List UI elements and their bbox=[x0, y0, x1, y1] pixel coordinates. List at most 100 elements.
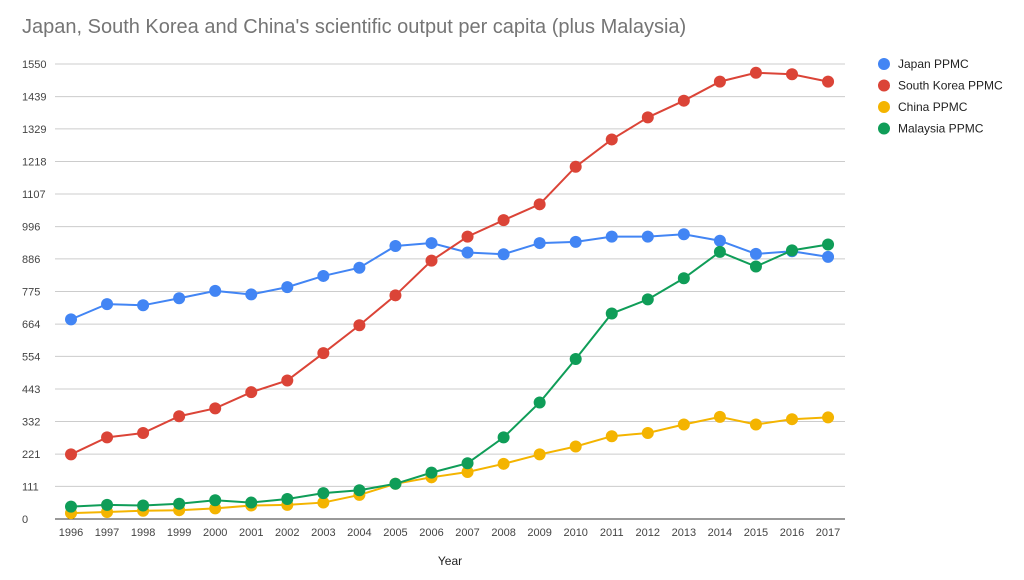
data-point[interactable] bbox=[786, 244, 798, 257]
data-point[interactable] bbox=[389, 289, 402, 302]
data-point[interactable] bbox=[533, 237, 546, 250]
data-point[interactable] bbox=[786, 413, 798, 426]
data-point[interactable] bbox=[137, 426, 150, 439]
data-point[interactable] bbox=[641, 426, 654, 439]
data-point[interactable] bbox=[605, 133, 618, 146]
data-point[interactable] bbox=[713, 245, 726, 258]
x-tick-label: 2002 bbox=[275, 527, 299, 539]
data-point[interactable] bbox=[569, 235, 582, 248]
data-point[interactable] bbox=[822, 411, 835, 424]
data-point[interactable] bbox=[461, 466, 474, 479]
data-point[interactable] bbox=[533, 448, 546, 461]
data-point[interactable] bbox=[822, 75, 835, 88]
data-point[interactable] bbox=[605, 430, 618, 443]
data-point[interactable] bbox=[677, 228, 690, 241]
data-point[interactable] bbox=[786, 68, 798, 81]
data-point[interactable] bbox=[137, 499, 150, 512]
data-point[interactable] bbox=[389, 240, 402, 252]
legend-item[interactable]: China PPMC bbox=[878, 100, 968, 114]
data-point[interactable] bbox=[209, 502, 222, 515]
data-point[interactable] bbox=[569, 160, 582, 173]
data-point[interactable] bbox=[281, 493, 294, 506]
data-point[interactable] bbox=[713, 410, 726, 423]
x-tick-label: 2010 bbox=[563, 527, 587, 539]
data-point[interactable] bbox=[65, 500, 77, 513]
x-tick-label: 2009 bbox=[527, 527, 551, 539]
y-tick-label: 996 bbox=[22, 222, 40, 234]
data-point[interactable] bbox=[281, 281, 294, 294]
data-point[interactable] bbox=[353, 319, 366, 332]
data-point[interactable] bbox=[749, 247, 762, 260]
series-line bbox=[70, 415, 829, 515]
data-point[interactable] bbox=[677, 418, 690, 431]
data-point[interactable] bbox=[497, 248, 510, 261]
data-point[interactable] bbox=[173, 410, 186, 423]
data-point[interactable] bbox=[173, 292, 186, 305]
data-point[interactable] bbox=[353, 484, 366, 497]
data-point[interactable] bbox=[677, 94, 690, 107]
legend-item[interactable]: Japan PPMC bbox=[878, 57, 969, 71]
data-point[interactable] bbox=[677, 272, 690, 285]
data-point[interactable] bbox=[101, 498, 114, 511]
data-point[interactable] bbox=[209, 494, 222, 507]
data-point[interactable] bbox=[389, 477, 402, 490]
data-point[interactable] bbox=[245, 386, 258, 399]
data-point[interactable] bbox=[137, 299, 150, 312]
data-point[interactable] bbox=[245, 496, 258, 509]
data-point[interactable] bbox=[713, 75, 726, 88]
data-point[interactable] bbox=[533, 198, 546, 211]
legend[interactable]: Japan PPMC South Korea PPMC China PPMC Mala… bbox=[878, 57, 1003, 136]
data-point[interactable] bbox=[101, 431, 114, 444]
data-point[interactable] bbox=[317, 496, 330, 509]
data-point[interactable] bbox=[605, 307, 618, 320]
data-point[interactable] bbox=[65, 448, 77, 461]
data-point[interactable] bbox=[317, 269, 330, 282]
data-point[interactable] bbox=[317, 487, 330, 500]
data-point[interactable] bbox=[569, 353, 582, 366]
data-point[interactable] bbox=[497, 214, 510, 227]
data-point[interactable] bbox=[497, 431, 510, 444]
data-point[interactable] bbox=[101, 298, 114, 311]
data-point[interactable] bbox=[65, 313, 77, 326]
data-point[interactable] bbox=[497, 457, 510, 470]
data-point[interactable] bbox=[461, 230, 474, 243]
data-point[interactable] bbox=[605, 230, 618, 243]
data-point[interactable] bbox=[245, 288, 258, 301]
x-tick-label: 2006 bbox=[419, 527, 443, 539]
data-point[interactable] bbox=[713, 234, 726, 247]
legend-item[interactable]: South Korea PPMC bbox=[878, 79, 1003, 93]
data-point[interactable] bbox=[209, 402, 222, 415]
data-point[interactable] bbox=[822, 250, 835, 263]
data-point[interactable] bbox=[173, 497, 186, 510]
data-point[interactable] bbox=[461, 457, 474, 470]
data-point[interactable] bbox=[569, 440, 582, 453]
y-tick-label: 221 bbox=[22, 449, 40, 461]
y-tick-label: 443 bbox=[22, 384, 40, 396]
data-point[interactable] bbox=[425, 254, 438, 267]
data-point[interactable] bbox=[749, 260, 762, 273]
data-point[interactable] bbox=[281, 374, 294, 387]
data-point[interactable] bbox=[317, 347, 330, 360]
gridlines bbox=[55, 63, 845, 520]
x-tick-label: 1998 bbox=[131, 527, 155, 539]
y-tick-label: 664 bbox=[22, 319, 40, 331]
data-point[interactable] bbox=[641, 230, 654, 243]
legend-item[interactable]: Malaysia PPMC bbox=[878, 122, 984, 136]
y-tick-label: 1218 bbox=[22, 156, 46, 168]
data-point[interactable] bbox=[641, 293, 654, 306]
legend-swatch bbox=[878, 58, 890, 70]
data-point[interactable] bbox=[533, 396, 546, 409]
data-point[interactable] bbox=[641, 111, 654, 124]
data-point[interactable] bbox=[209, 284, 222, 297]
data-point[interactable] bbox=[461, 246, 474, 259]
data-point[interactable] bbox=[353, 261, 366, 274]
y-tick-label: 332 bbox=[22, 417, 40, 429]
x-tick-label: 2008 bbox=[491, 527, 515, 539]
data-point[interactable] bbox=[749, 418, 762, 431]
data-point[interactable] bbox=[749, 66, 762, 79]
x-axis-title: Year bbox=[438, 554, 462, 568]
data-point[interactable] bbox=[425, 237, 438, 250]
data-point[interactable] bbox=[822, 238, 835, 251]
x-tick-label: 2007 bbox=[455, 527, 479, 539]
data-point[interactable] bbox=[425, 466, 438, 479]
